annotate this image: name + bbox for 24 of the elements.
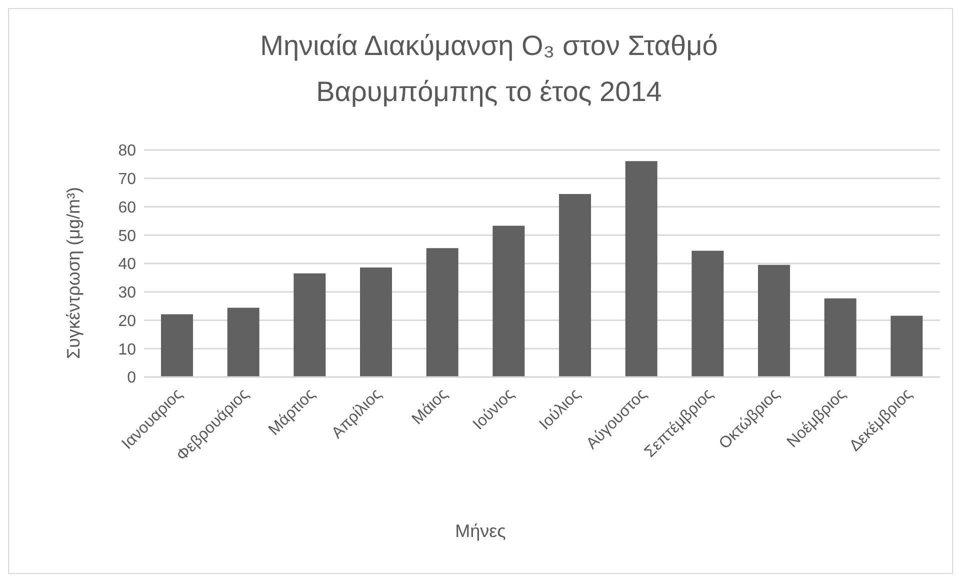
bar: [890, 316, 923, 377]
y-tick-label: 20: [118, 312, 136, 330]
bar: [824, 298, 856, 377]
bar: [492, 226, 525, 377]
bar: [161, 314, 193, 377]
y-tick-label: 70: [118, 171, 136, 188]
bar: [559, 194, 591, 377]
bar: [625, 161, 658, 377]
chart-title: Μηνιαία Διακύμανση O₃ στον Σταθμό Βαρυμπόμπης το έτος 2014: [259, 29, 719, 109]
bar: [360, 267, 392, 377]
y-tick-label: 0: [127, 370, 136, 387]
bar: [227, 308, 260, 377]
bar: [758, 264, 790, 377]
y-tick-label: 80: [118, 142, 136, 160]
bar: [294, 273, 326, 377]
bar: [692, 250, 724, 377]
y-tick-label: 60: [118, 199, 136, 216]
y-tick-label: 10: [118, 341, 136, 358]
x-axis-title: Μήνες: [454, 521, 507, 542]
bar: [426, 248, 458, 377]
y-tick-label: 30: [118, 284, 136, 302]
y-tick-label: 50: [118, 228, 136, 245]
y-tick-label: 40: [118, 256, 136, 274]
y-axis-title: Συγκέντρωση (μg/m³): [64, 187, 84, 359]
